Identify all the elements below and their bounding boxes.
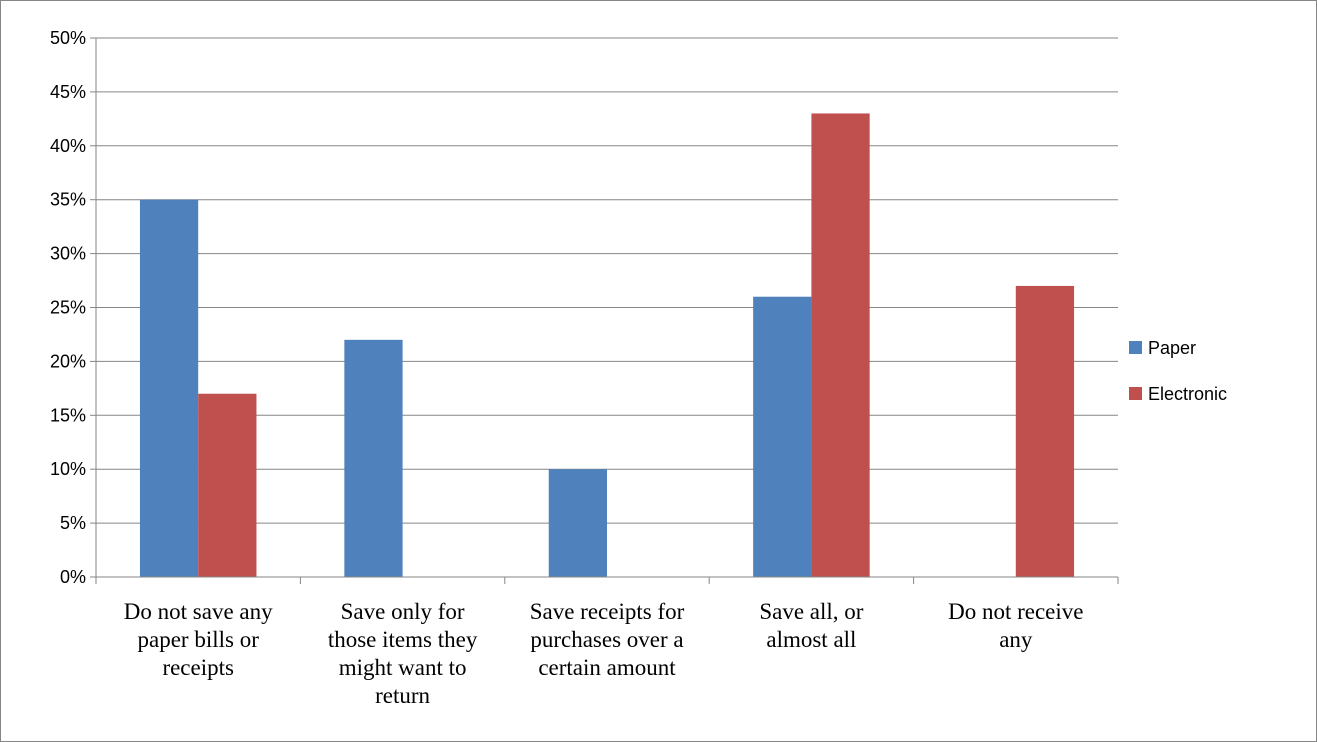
x-category-label: Save only for those items they might want … — [328, 599, 478, 708]
legend-swatch-paper — [1129, 341, 1142, 354]
x-category-label-line: those items they — [328, 627, 478, 652]
bar-paper — [344, 339, 403, 577]
y-tick-label: 15% — [50, 405, 86, 425]
x-category-label: Save all, or almost all — [759, 599, 863, 652]
y-tick-label: 40% — [50, 136, 86, 156]
y-tick-label: 50% — [50, 28, 86, 48]
x-category-label-line: Do not save any — [124, 599, 273, 624]
gridlines — [96, 37, 1118, 524]
bar-paper — [139, 199, 199, 577]
bar-electronic — [1015, 285, 1075, 577]
bars — [139, 113, 1075, 578]
x-category-label: Save receipts for purchases over a certain… — [530, 599, 685, 680]
x-category-label-line: any — [999, 627, 1033, 652]
y-tick-label: 30% — [50, 244, 86, 264]
y-tick-label: 35% — [50, 190, 86, 210]
x-category-label-line: Save all, or — [759, 599, 863, 624]
y-tick-label: 5% — [60, 513, 86, 533]
bar-paper — [548, 469, 607, 577]
y-tick-label: 0% — [60, 567, 86, 587]
x-category-label-line: might want to — [339, 655, 467, 680]
legend-swatch-electronic — [1129, 387, 1142, 400]
x-category-label-line: receipts — [162, 655, 234, 680]
x-category-label-line: Save only for — [341, 599, 465, 624]
y-tick-labels: 0% 5% 10% 15% 20% 25% 30% 35% 40% 45% 50% — [50, 28, 86, 587]
x-category-label-line: paper bills or — [138, 627, 260, 652]
legend-label-electronic: Electronic — [1148, 384, 1227, 404]
legend: Paper Electronic — [1129, 338, 1227, 404]
y-tick-label: 20% — [50, 351, 86, 371]
y-tick-label: 10% — [50, 459, 86, 479]
legend-label-paper: Paper — [1148, 338, 1196, 358]
x-category-label: Do not save any paper bills or receipts — [124, 599, 273, 680]
x-category-label-line: return — [375, 683, 430, 708]
x-category-label-line: almost all — [766, 627, 856, 652]
bar-electronic — [811, 113, 870, 578]
x-category-label: Do not receive any — [948, 599, 1083, 652]
y-tick-label: 45% — [50, 82, 86, 102]
bar-paper — [753, 296, 812, 577]
x-category-label-line: Save receipts for — [530, 599, 685, 624]
x-category-label-line: purchases over a — [530, 627, 683, 652]
x-category-label-line: certain amount — [538, 655, 676, 680]
bar-electronic — [198, 393, 257, 577]
y-tick-label: 25% — [50, 298, 86, 318]
x-category-label-line: Do not receive — [948, 599, 1083, 624]
x-category-labels: Do not save any paper bills or receipts Sav… — [124, 599, 1084, 708]
axes — [90, 37, 1119, 584]
